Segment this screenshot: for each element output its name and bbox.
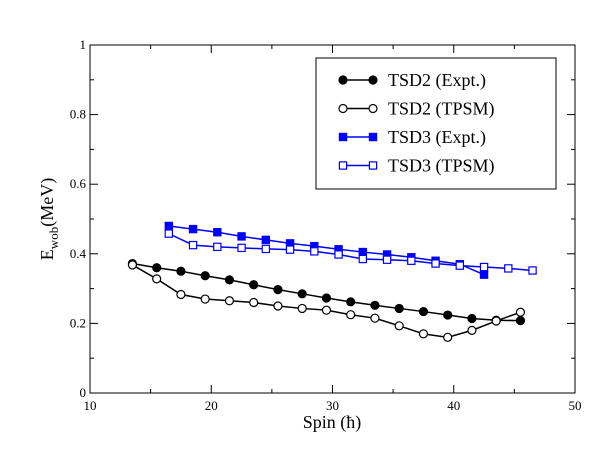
- legend-marker: [338, 103, 348, 114]
- data-point: [479, 262, 489, 272]
- data-point: [467, 313, 477, 324]
- data-point: [515, 316, 526, 326]
- data-point: [431, 259, 440, 268]
- data-point: [273, 285, 283, 295]
- data-point: [213, 228, 222, 237]
- data-point: [491, 316, 501, 326]
- data-point: [164, 229, 174, 238]
- data-point: [297, 289, 307, 299]
- data-point: [346, 310, 356, 320]
- data-point: [418, 329, 429, 339]
- series-line: [168, 232, 533, 272]
- data-point: [407, 256, 416, 265]
- legend-marker: [338, 161, 348, 170]
- data-point: [224, 296, 235, 306]
- legend-entry-1: TSD2 (Expt.): [338, 70, 486, 91]
- data-point: [528, 266, 537, 275]
- legend-marker: [338, 132, 348, 142]
- data-point: [249, 297, 259, 308]
- x-tick-label: 10: [84, 398, 97, 413]
- data-point: [394, 303, 404, 314]
- data-point: [237, 243, 246, 253]
- data-point: [321, 293, 332, 303]
- data-point: [358, 247, 368, 257]
- x-tick-label: 30: [326, 398, 339, 413]
- y-tick-label: 0.8: [70, 107, 86, 122]
- plot-content: [127, 221, 537, 342]
- data-point: [346, 297, 356, 307]
- legend-marker: [368, 103, 378, 114]
- y-tick-label: 0: [80, 385, 87, 400]
- legend-entry-2: TSD2 (TPSM): [338, 99, 495, 120]
- data-point: [176, 289, 186, 300]
- data-point: [334, 250, 343, 259]
- data-point: [285, 245, 295, 254]
- data-point: [418, 306, 429, 317]
- data-point: [515, 307, 526, 317]
- data-point: [310, 247, 319, 256]
- y-tick-label: 1: [80, 37, 87, 52]
- legend-marker: [368, 75, 378, 85]
- x-tick-label: 50: [569, 398, 582, 413]
- data-point: [358, 254, 368, 264]
- legend-label: TSD3 (TPSM): [388, 156, 495, 177]
- y-tick-label: 0.2: [70, 315, 86, 330]
- data-point: [152, 263, 162, 273]
- y-axis-title: Ewob(MeV): [37, 178, 61, 260]
- y-axis-title-sub: wob: [46, 227, 61, 249]
- x-tick-label: 20: [205, 398, 218, 413]
- data-point: [176, 266, 186, 276]
- y-axis-title-unit: (MeV): [37, 178, 58, 227]
- data-point: [479, 270, 489, 279]
- data-point: [273, 301, 283, 311]
- legend-entry-3: TSD3 (Expt.): [338, 127, 486, 148]
- x-axis-title: Spin (ħ): [303, 412, 362, 433]
- data-point: [152, 274, 162, 284]
- data-point: [443, 310, 453, 320]
- series-4: [164, 229, 537, 275]
- data-point: [200, 294, 210, 304]
- legend-entry-4: TSD3 (TPSM): [338, 156, 495, 177]
- y-tick-label: 0.6: [70, 176, 87, 191]
- data-point: [382, 255, 392, 264]
- data-point: [467, 325, 477, 335]
- legend-marker: [338, 75, 348, 85]
- data-point: [370, 300, 380, 310]
- x-tick-label: 40: [447, 398, 460, 413]
- data-point: [261, 244, 271, 254]
- data-point: [200, 271, 210, 281]
- data-point: [370, 313, 380, 323]
- data-point: [321, 305, 332, 315]
- y-axis-title-main: E: [37, 249, 57, 260]
- data-point: [188, 240, 198, 250]
- legend-label: TSD3 (Expt.): [388, 127, 486, 148]
- data-point: [224, 275, 235, 285]
- series-2: [127, 260, 526, 342]
- y-tick-label: 0.4: [70, 246, 87, 261]
- axes: 10 20 30 40 50 0 0.2 0.4 0.6 0.8 1: [70, 37, 582, 413]
- legend-marker: [368, 161, 378, 170]
- data-point: [261, 235, 271, 245]
- data-point: [188, 224, 198, 234]
- data-point: [504, 264, 513, 273]
- legend: TSD2 (Expt.) TSD2 (TPSM) TSD3 (Expt.) TSD3 …: [315, 57, 557, 190]
- data-point: [394, 321, 404, 331]
- legend-label: TSD2 (TPSM): [388, 99, 495, 120]
- legend-label: TSD2 (Expt.): [388, 70, 486, 91]
- data-point: [443, 332, 453, 342]
- data-point: [127, 260, 138, 270]
- data-point: [213, 242, 222, 252]
- legend-marker: [368, 132, 378, 142]
- data-point: [297, 303, 307, 314]
- data-point: [237, 232, 246, 241]
- data-point: [455, 261, 465, 270]
- series-1: [127, 258, 526, 326]
- data-point: [164, 221, 174, 231]
- data-point: [249, 280, 259, 290]
